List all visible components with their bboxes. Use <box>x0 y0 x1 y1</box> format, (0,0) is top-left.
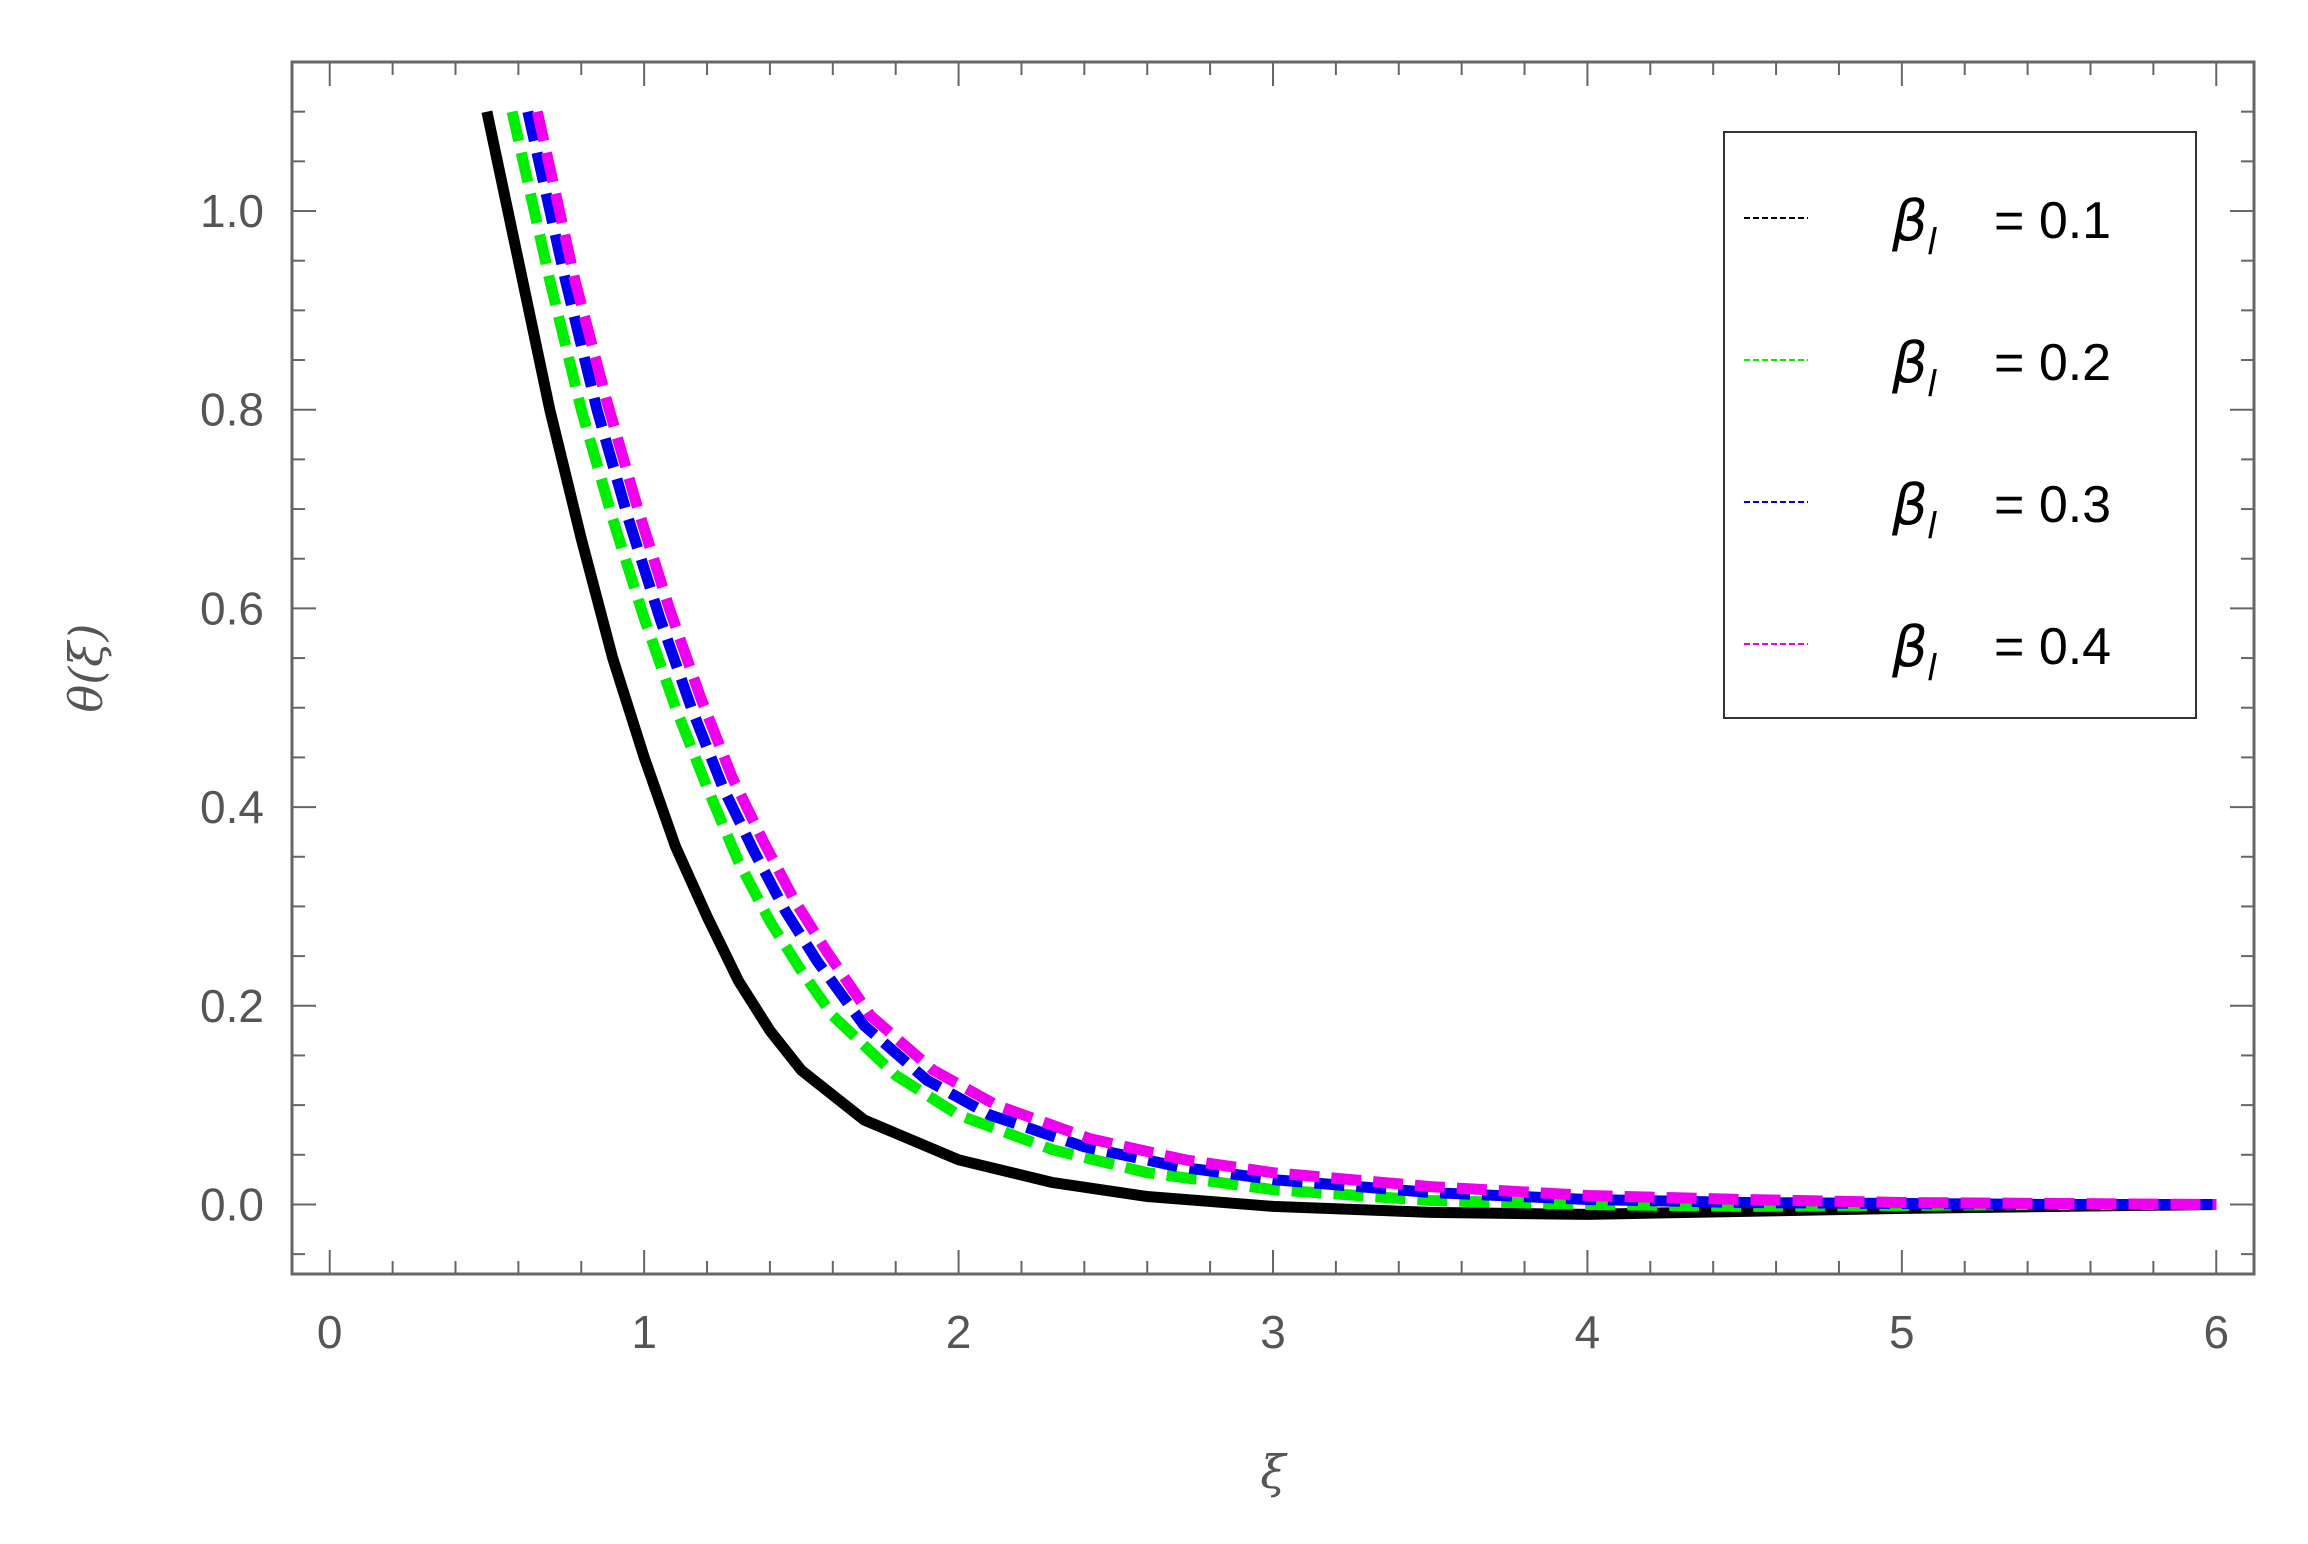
legend-subscript: l <box>1927 506 1937 547</box>
x-tick-labels: 0 1 2 3 4 5 6 <box>317 1306 2229 1358</box>
legend-symbol: β <box>1891 189 1928 254</box>
y-tick-label: 0.6 <box>200 582 264 634</box>
x-tick-label: 4 <box>1575 1306 1601 1358</box>
legend-symbol: β <box>1891 473 1928 538</box>
legend-subscript: l <box>1927 222 1937 263</box>
legend-items: β l = 0.1β l = 0.2β l = 0.3β l = 0.4 <box>1744 189 2111 689</box>
legend-value: = 0.4 <box>1994 618 2111 676</box>
series-line-4 <box>531 110 2217 1210</box>
legend-item-4: β l = 0.4 <box>1744 615 2111 689</box>
x-tick-label: 5 <box>1889 1306 1915 1358</box>
legend-subscript: l <box>1927 364 1937 405</box>
legend-item-1: β l = 0.1 <box>1744 189 2111 263</box>
x-tick-label: 0 <box>317 1306 343 1358</box>
x-axis-label: ξ <box>1260 1445 1288 1499</box>
x-tick-label: 1 <box>631 1306 657 1358</box>
y-axis-label: θ(ξ) <box>59 624 113 713</box>
legend: β l = 0.1β l = 0.2β l = 0.3β l = 0.4 <box>1723 131 2197 719</box>
series-line-2 <box>506 110 2217 1212</box>
legend-value: = 0.2 <box>1994 334 2111 392</box>
legend-box <box>1723 131 2197 719</box>
y-tick-label: 0.8 <box>200 384 264 436</box>
y-tick-labels: 0.0 0.2 0.4 0.6 0.8 1.0 <box>200 185 264 1230</box>
legend-value: = 0.3 <box>1994 476 2111 534</box>
x-tick-label: 6 <box>2203 1306 2229 1358</box>
x-tick-label: 2 <box>946 1306 972 1358</box>
legend-symbol: β <box>1891 331 1928 396</box>
x-tick-label: 3 <box>1260 1306 1286 1358</box>
series-layer <box>481 110 2217 1220</box>
series-line-1 <box>481 110 2217 1220</box>
legend-value: = 0.1 <box>1994 192 2111 250</box>
legend-item-2: β l = 0.2 <box>1744 331 2111 405</box>
y-tick-label: 1.0 <box>200 185 264 237</box>
ticks-layer <box>292 62 2254 1274</box>
legend-symbol: β <box>1891 615 1928 680</box>
y-tick-label: 0.4 <box>200 781 264 833</box>
legend-subscript: l <box>1927 648 1937 689</box>
y-tick-label: 0.2 <box>200 980 264 1032</box>
y-tick-label: 0.0 <box>200 1178 264 1230</box>
series-line-3 <box>522 110 2217 1210</box>
legend-item-3: β l = 0.3 <box>1744 473 2111 547</box>
